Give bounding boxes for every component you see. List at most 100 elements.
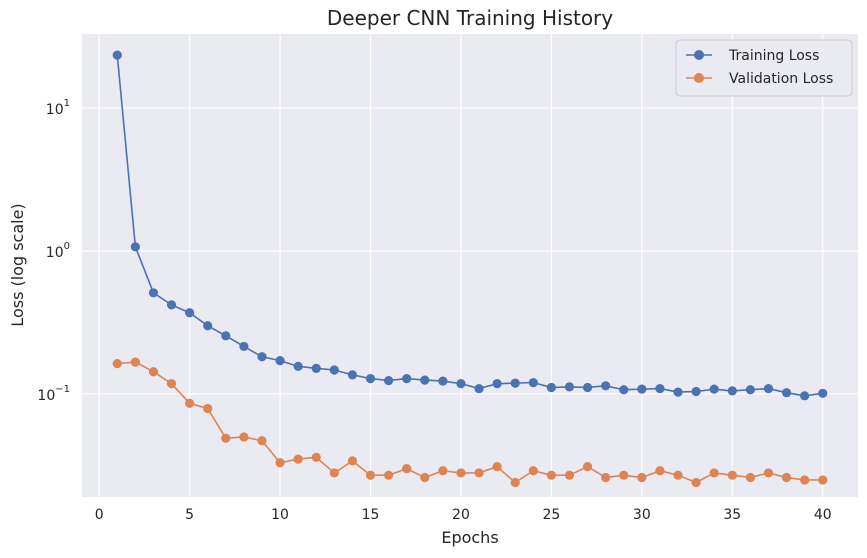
data-point <box>365 470 376 480</box>
series-line <box>117 361 823 484</box>
data-point <box>203 321 213 331</box>
data-point <box>745 385 755 395</box>
data-point <box>745 472 755 483</box>
data-point <box>727 470 737 480</box>
data-point <box>818 475 828 485</box>
data-point <box>257 352 267 362</box>
data-point <box>221 433 231 443</box>
data-point <box>402 464 412 474</box>
data-point <box>619 385 629 395</box>
data-point <box>709 384 719 394</box>
data-point <box>456 379 466 389</box>
x-tick-label: 15 <box>362 507 380 523</box>
data-point <box>727 386 737 396</box>
data-point <box>293 361 303 371</box>
series-layer <box>112 50 828 488</box>
data-point <box>275 356 285 366</box>
legend-label-validation: Validation Loss <box>729 71 833 87</box>
x-tick-label: 20 <box>452 507 470 523</box>
data-point <box>456 468 466 478</box>
series-training <box>112 50 828 401</box>
x-tick-label: 40 <box>814 507 832 523</box>
x-tick-label: 35 <box>723 507 741 523</box>
data-point <box>528 378 538 388</box>
data-point <box>438 376 448 386</box>
y-tick-labels: 101 100 10−1 <box>37 98 70 404</box>
data-point <box>582 382 593 393</box>
data-point <box>185 308 195 318</box>
legend-marker-validation <box>694 73 704 83</box>
data-point <box>492 379 502 389</box>
data-point <box>691 386 701 397</box>
data-point <box>673 387 683 397</box>
x-tick-label: 0 <box>95 507 104 523</box>
legend-label-training: Training Loss <box>728 48 819 64</box>
y-tick-label: 101 <box>46 98 70 118</box>
data-point <box>329 468 339 478</box>
data-point <box>582 462 593 472</box>
data-point <box>601 381 611 391</box>
data-point <box>564 470 575 480</box>
data-point <box>221 331 231 341</box>
data-point <box>564 382 575 392</box>
data-point <box>239 432 249 442</box>
legend-marker-training <box>694 50 704 60</box>
data-point <box>112 50 122 60</box>
data-point <box>420 375 430 385</box>
data-point <box>637 472 647 483</box>
data-point <box>148 367 159 377</box>
data-point <box>347 456 358 466</box>
data-point <box>528 466 538 476</box>
data-point <box>112 359 122 369</box>
data-point <box>329 365 339 375</box>
chart-title: Deeper CNN Training History <box>327 6 613 30</box>
data-point <box>130 242 140 252</box>
data-point <box>637 384 647 394</box>
data-point <box>311 363 321 373</box>
data-point <box>384 375 394 386</box>
data-point <box>402 374 412 384</box>
legend: Training Loss Validation Loss <box>675 39 853 97</box>
data-point <box>709 468 719 478</box>
x-tick-label: 10 <box>271 507 289 523</box>
data-point <box>510 378 520 388</box>
data-point <box>474 468 484 478</box>
data-point <box>438 466 448 476</box>
x-tick-label: 5 <box>185 507 194 523</box>
data-point <box>763 383 774 394</box>
data-point <box>673 470 683 480</box>
x-axis-label: Epochs <box>441 528 498 547</box>
data-point <box>691 477 701 488</box>
data-point <box>384 470 394 480</box>
grid <box>82 34 858 497</box>
x-tick-label: 30 <box>633 507 651 523</box>
y-axis-label: Loss (log scale) <box>8 203 27 326</box>
data-point <box>420 472 430 483</box>
y-tick-label: 100 <box>46 241 70 261</box>
x-tick-label: 25 <box>542 507 560 523</box>
data-point <box>546 382 556 393</box>
data-point <box>818 388 828 398</box>
data-point <box>148 288 159 298</box>
data-point <box>655 466 665 476</box>
plot-area <box>82 34 858 497</box>
data-point <box>311 452 321 462</box>
data-point <box>781 472 792 483</box>
data-point <box>166 379 177 389</box>
data-point <box>275 458 285 468</box>
data-point <box>492 462 502 472</box>
data-point <box>510 477 520 488</box>
data-point <box>166 300 177 310</box>
x-tick-labels: 0 5 10 15 20 25 30 35 40 <box>95 507 832 523</box>
data-point <box>619 470 629 480</box>
data-point <box>474 383 484 394</box>
data-point <box>347 370 358 380</box>
data-point <box>239 341 249 352</box>
data-point <box>781 388 792 398</box>
data-point <box>800 391 810 401</box>
y-tick-label: 10−1 <box>37 384 70 404</box>
series-line <box>116 54 823 397</box>
data-point <box>293 454 303 464</box>
data-point <box>257 436 267 446</box>
